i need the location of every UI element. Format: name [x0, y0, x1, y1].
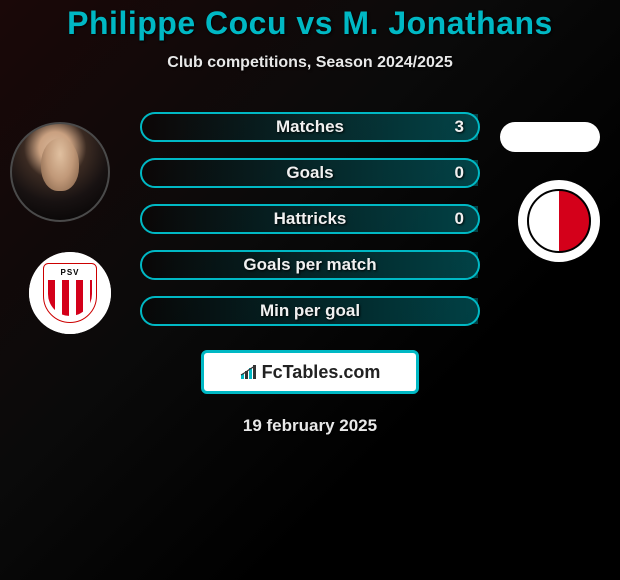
stat-value: 0	[455, 163, 464, 183]
comparison-title: Philippe Cocu vs M. Jonathans	[0, 5, 620, 42]
stat-bar: Goals 0	[140, 158, 480, 188]
stat-label: Hattricks	[274, 209, 347, 229]
club-left-badge	[20, 252, 120, 336]
brand-box[interactable]: FcTables.com	[201, 350, 419, 394]
stat-label: Min per goal	[260, 301, 360, 321]
player-left-avatar	[10, 122, 110, 222]
stat-bar: Min per goal	[140, 296, 480, 326]
stat-bar: Matches 3	[140, 112, 480, 142]
stat-bar: Hattricks 0	[140, 204, 480, 234]
stat-value: 3	[455, 117, 464, 137]
stat-value: 0	[455, 209, 464, 229]
stat-bar: Goals per match	[140, 250, 480, 280]
brand-text: FcTables.com	[262, 362, 381, 383]
stat-label: Matches	[276, 117, 344, 137]
player-right-avatar	[500, 122, 600, 152]
footer-date: 19 february 2025	[0, 416, 620, 436]
competition-subtitle: Club competitions, Season 2024/2025	[0, 54, 620, 72]
chart-icon	[240, 364, 260, 380]
club-right-badge	[518, 180, 600, 262]
stat-label: Goals	[286, 163, 333, 183]
stat-label: Goals per match	[243, 255, 376, 275]
